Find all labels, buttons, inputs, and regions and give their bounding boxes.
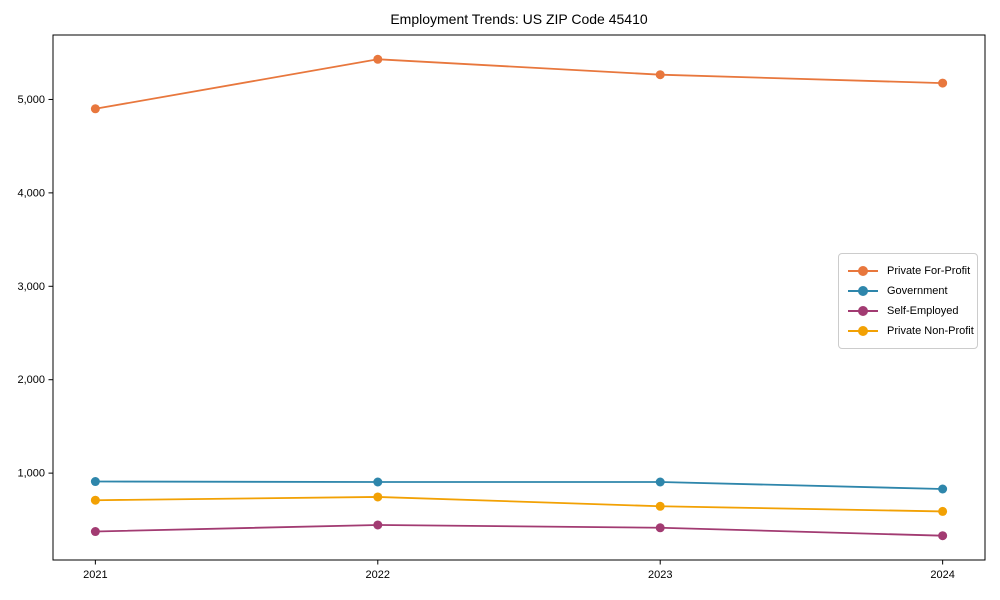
plot-border <box>52 34 986 561</box>
legend-item-private-for-profit: Private For-Profit <box>848 261 971 281</box>
series-line-private-non-profit <box>95 496 943 513</box>
legend-item-private-non-profit: Private Non-Profit <box>848 321 974 341</box>
series-line-self-employed <box>95 524 943 537</box>
series-marker-self-employed <box>90 527 100 537</box>
x-tick-label: 2022 <box>366 569 390 581</box>
series-marker-private-for-profit <box>655 70 665 80</box>
series-line-private-for-profit <box>95 58 943 110</box>
series-marker-private-non-profit <box>90 495 100 505</box>
series-marker-private-non-profit <box>938 506 948 516</box>
series-marker-government <box>938 484 948 494</box>
series-marker-government <box>373 477 383 487</box>
y-tick-label: 4,000 <box>17 187 45 199</box>
y-tick-label: 5,000 <box>17 94 45 106</box>
series-marker-self-employed <box>655 523 665 533</box>
legend-item-government: Government <box>848 281 968 301</box>
legend-line-marker-icon <box>848 326 878 336</box>
y-tick-label: 3,000 <box>17 281 45 293</box>
legend-label: Self-Employed <box>887 305 959 317</box>
legend-item-self-employed: Self-Employed <box>848 301 968 321</box>
series-marker-self-employed <box>938 531 948 541</box>
legend-label: Government <box>887 285 948 297</box>
legend-label: Private Non-Profit <box>887 325 974 337</box>
series-marker-private-for-profit <box>90 104 100 114</box>
legend-line-marker-icon <box>848 306 878 316</box>
legend-line-marker-icon <box>848 266 878 276</box>
y-tick-label: 1,000 <box>17 468 45 480</box>
x-tick-label: 2023 <box>648 569 672 581</box>
legend-label: Private For-Profit <box>887 265 971 277</box>
series-marker-private-non-profit <box>373 492 383 502</box>
series-marker-private-non-profit <box>655 501 665 511</box>
series-marker-private-for-profit <box>938 78 948 88</box>
legend: Private For-Profit Government Self-Employe… <box>838 253 978 349</box>
x-tick-label: 2024 <box>930 569 954 581</box>
series-marker-private-for-profit <box>373 54 383 64</box>
series-line-government <box>95 480 943 490</box>
x-tick-label: 2021 <box>83 569 107 581</box>
series-marker-self-employed <box>373 520 383 530</box>
series-marker-government <box>90 477 100 487</box>
series-marker-government <box>655 477 665 487</box>
legend-line-marker-icon <box>848 286 878 296</box>
chart-title: Employment Trends: US ZIP Code 45410 <box>390 11 648 27</box>
y-tick-label: 2,000 <box>17 374 45 386</box>
